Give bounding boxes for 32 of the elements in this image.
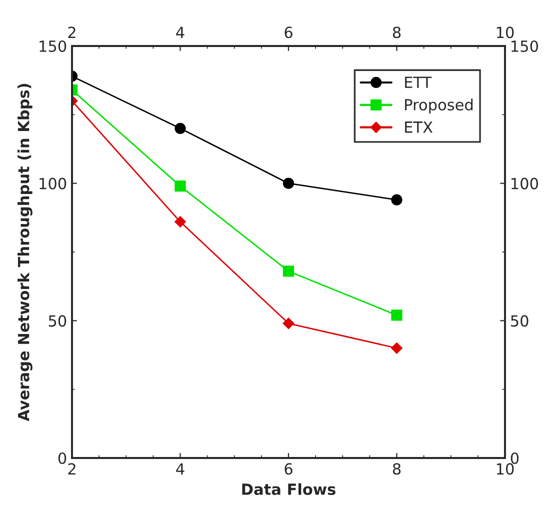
x2-tick-label: 2 [68, 26, 76, 38]
point [391, 194, 402, 206]
legend-label: Proposed [405, 98, 473, 114]
y-tick-label: 50 [48, 315, 66, 327]
x2-tick-label: 6 [284, 26, 292, 38]
point [391, 342, 402, 354]
y-tick-label: 150 [40, 40, 66, 52]
x-tick-label: 8 [392, 463, 401, 475]
y2-tick-label: 0 [510, 452, 519, 464]
x-axis-title: Data Flows [242, 483, 336, 496]
y2-tick-label: 50 [511, 315, 528, 327]
legend-label: ETX [405, 122, 433, 133]
x-tick-label: 6 [284, 463, 292, 475]
y-tick-label: 0 [58, 452, 66, 464]
x-tick-label: 10 [496, 463, 514, 475]
point [174, 180, 186, 192]
point [282, 178, 294, 189]
y2-tick-label: 100 [512, 178, 538, 190]
point [282, 266, 294, 277]
x2-tick-label: 10 [496, 26, 514, 38]
x2-tick-label: 8 [392, 26, 401, 38]
point [391, 310, 402, 321]
point [174, 122, 186, 134]
y-tick-label: 100 [40, 178, 66, 190]
point [174, 216, 186, 228]
x-tick-label: 2 [68, 463, 76, 474]
legend-label: ETT [405, 76, 432, 88]
y-axis-title: Average Network Throughput (in Kbps) [18, 84, 32, 422]
x2-tick-label: 4 [176, 26, 184, 38]
y2-tick-label: 150 [512, 40, 538, 52]
point [282, 318, 294, 330]
x-tick-label: 4 [176, 463, 184, 474]
